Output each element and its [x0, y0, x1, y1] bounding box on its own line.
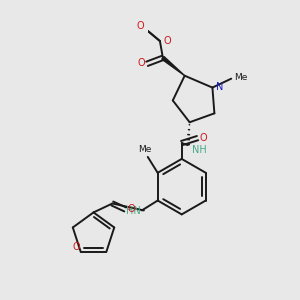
Text: N: N	[216, 82, 223, 92]
FancyBboxPatch shape	[132, 23, 148, 33]
Text: O: O	[137, 58, 145, 68]
Text: NH: NH	[192, 145, 207, 155]
Text: O: O	[128, 204, 135, 214]
Text: Me: Me	[235, 73, 248, 82]
Text: Me: Me	[138, 145, 152, 154]
Text: HN: HN	[125, 206, 140, 216]
Text: O: O	[136, 21, 144, 31]
Text: O: O	[163, 36, 171, 46]
Polygon shape	[162, 56, 185, 76]
Text: O: O	[200, 133, 207, 143]
Text: O: O	[73, 242, 81, 252]
